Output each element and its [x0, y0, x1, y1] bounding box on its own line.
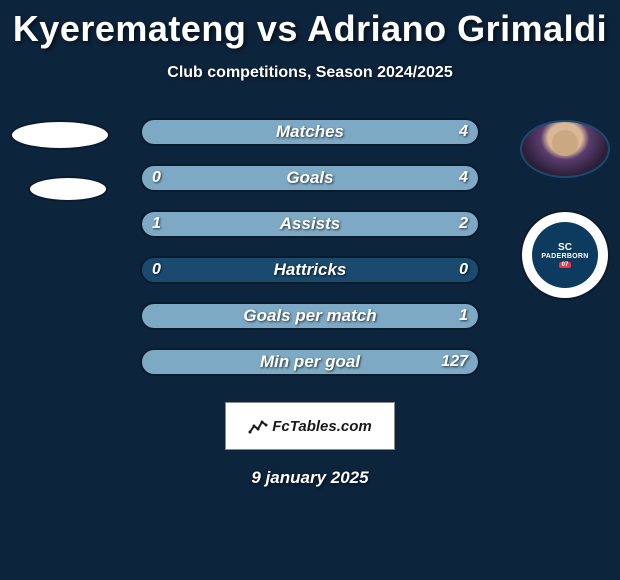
player-right-avatar — [520, 120, 610, 178]
subtitle: Club competitions, Season 2024/2025 — [167, 64, 452, 82]
stat-left-value: 0 — [152, 261, 161, 279]
date-text: 9 january 2025 — [251, 468, 368, 488]
stat-right-value: 4 — [459, 169, 468, 187]
bar-track: 0 Goals 4 — [140, 164, 480, 192]
club-name: PADERBORN — [541, 253, 588, 261]
chart-icon — [248, 416, 268, 436]
page-title: Kyeremateng vs Adriano Grimaldi — [13, 8, 607, 50]
stat-right-value: 1 — [459, 307, 468, 325]
player-left-avatar-placeholder — [10, 120, 110, 150]
stat-row-mpg: Min per goal 127 — [0, 348, 620, 376]
stat-label: Goals — [286, 168, 333, 188]
player-left-club-placeholder — [28, 176, 108, 202]
stat-right-value: 2 — [459, 215, 468, 233]
left-player-avatars — [10, 120, 110, 202]
stat-right-value: 4 — [459, 123, 468, 141]
club-year: 07 — [559, 262, 572, 269]
player-right-club-badge: SC PADERBORN 07 — [520, 210, 610, 300]
stat-label: Min per goal — [260, 352, 360, 372]
bar-track: 0 Hattricks 0 — [140, 256, 480, 284]
bar-track: Min per goal 127 — [140, 348, 480, 376]
club-sc: SC — [558, 242, 572, 253]
brand-badge: FcTables.com — [225, 402, 395, 450]
stat-right-value: 0 — [459, 261, 468, 279]
stat-label: Goals per match — [243, 306, 376, 326]
stat-right-value: 127 — [441, 353, 468, 371]
stat-label: Assists — [280, 214, 340, 234]
stat-label: Hattricks — [274, 260, 347, 280]
club-badge-inner: SC PADERBORN 07 — [532, 222, 598, 288]
bar-track: Goals per match 1 — [140, 302, 480, 330]
bar-track: Matches 4 — [140, 118, 480, 146]
brand-text: FcTables.com — [272, 418, 371, 435]
bar-track: 1 Assists 2 — [140, 210, 480, 238]
stat-row-gpm: Goals per match 1 — [0, 302, 620, 330]
stat-left-value: 0 — [152, 169, 161, 187]
content-root: Kyeremateng vs Adriano Grimaldi Club com… — [0, 0, 620, 580]
stat-label: Matches — [276, 122, 344, 142]
right-player-avatars: SC PADERBORN 07 — [520, 120, 610, 300]
stat-left-value: 1 — [152, 215, 161, 233]
